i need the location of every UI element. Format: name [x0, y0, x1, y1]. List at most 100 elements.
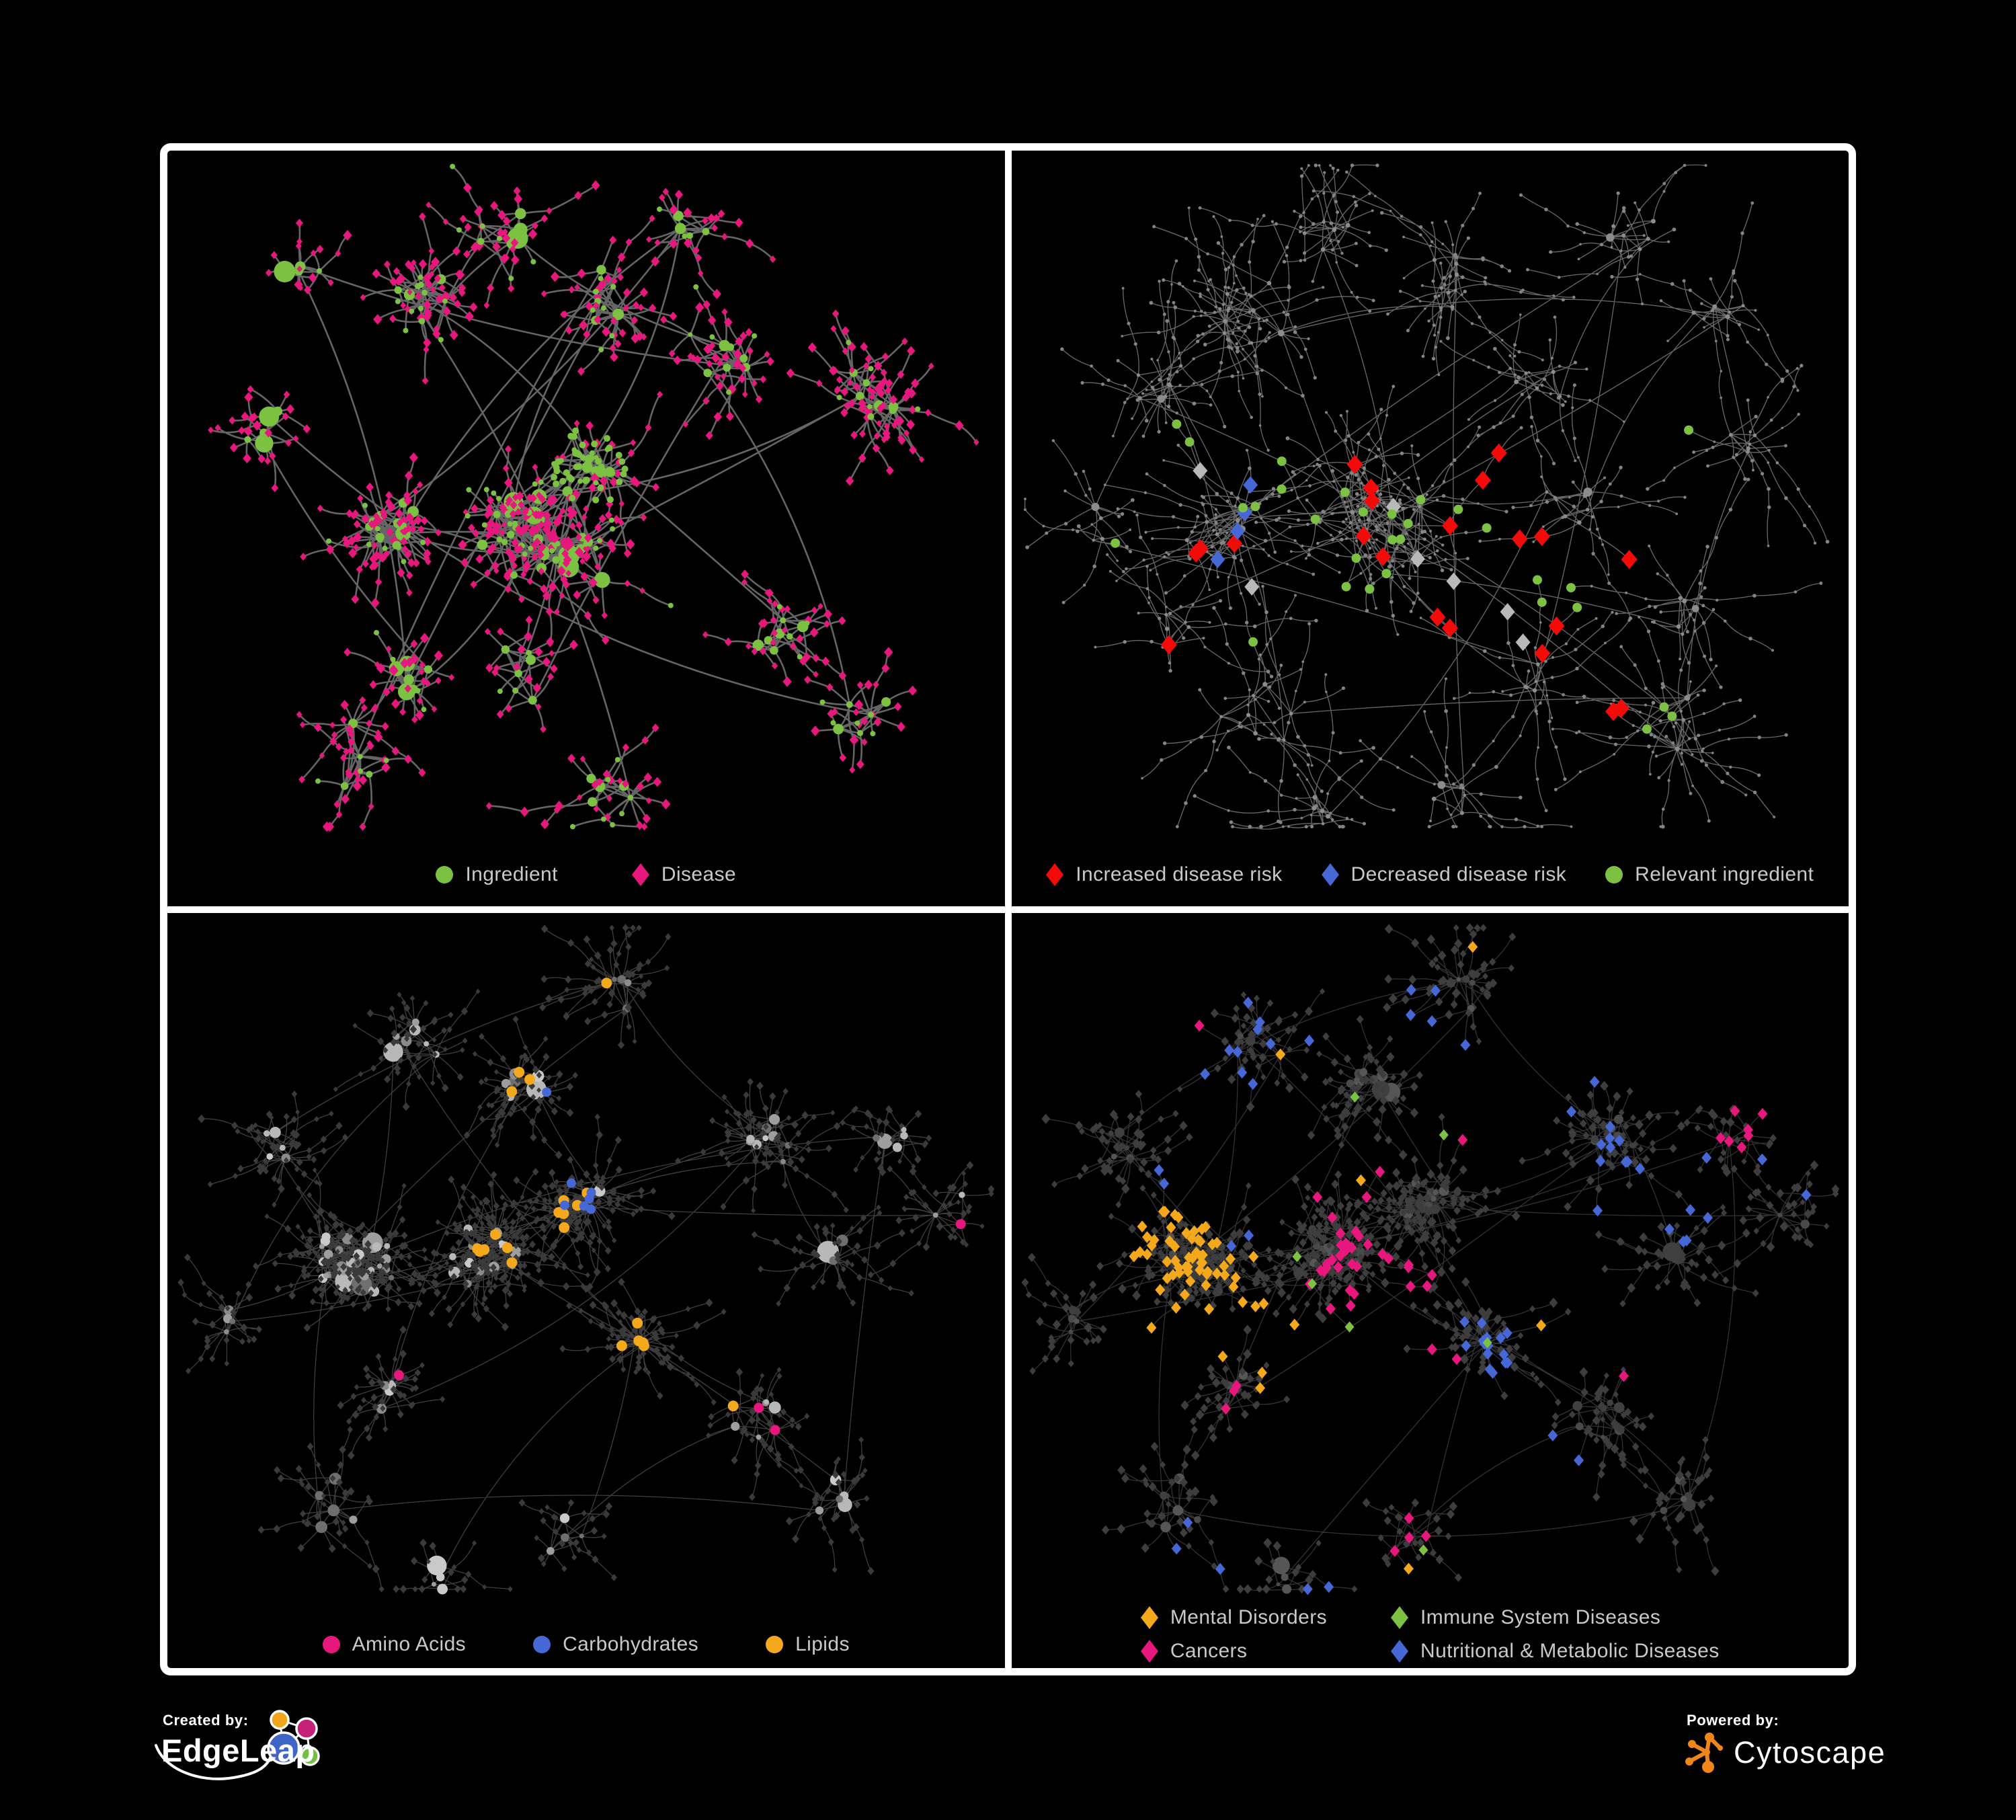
- network-node: [401, 526, 409, 536]
- network-node: [1241, 1251, 1250, 1261]
- network-node: [832, 1566, 838, 1573]
- highlight-node: [1230, 1271, 1241, 1283]
- network-node: [532, 463, 538, 471]
- network-node: [1159, 1460, 1166, 1468]
- highlight-node: [1683, 425, 1693, 435]
- network-node: [432, 329, 441, 339]
- highlight-node: [754, 1402, 764, 1413]
- network-node: [1332, 193, 1336, 196]
- network-node: [548, 1096, 555, 1105]
- highlight-node: [395, 545, 401, 551]
- network-node: [1213, 1064, 1221, 1072]
- network-node: [1235, 350, 1240, 354]
- network-node: [1248, 310, 1251, 314]
- highlight-node: [571, 447, 577, 453]
- network-node: [1427, 825, 1431, 829]
- network-node: [1329, 1101, 1336, 1109]
- highlight-node: [1566, 1105, 1576, 1117]
- network-node: [838, 671, 847, 680]
- network-node: [565, 569, 571, 577]
- network-node: [1374, 606, 1377, 610]
- network-node: [1207, 621, 1211, 624]
- network-node: [618, 1327, 624, 1335]
- network-node: [630, 439, 637, 446]
- network-node: [1748, 430, 1752, 434]
- network-node: [1353, 473, 1358, 477]
- network-node: [1586, 1090, 1595, 1099]
- network-node: [1810, 1160, 1818, 1171]
- highlight-node: [1532, 575, 1542, 585]
- network-node: [1174, 259, 1178, 263]
- network-node: [599, 475, 608, 486]
- network-node: [581, 990, 588, 996]
- network-node: [569, 639, 578, 650]
- network-node: [862, 362, 870, 370]
- network-node: [247, 385, 254, 393]
- network-node: [867, 1271, 874, 1278]
- network-node: [484, 628, 491, 635]
- network-node: [1388, 1503, 1394, 1511]
- network-node: [1701, 604, 1705, 608]
- network-node: [460, 1195, 466, 1201]
- highlight-node: [1244, 578, 1259, 596]
- network-node: [843, 1206, 849, 1213]
- network-node: [1355, 491, 1359, 496]
- network-node: [856, 681, 864, 689]
- network-node: [1227, 662, 1230, 665]
- network-node: [253, 1157, 259, 1164]
- network-node: [1369, 573, 1372, 576]
- network-node: [553, 1082, 558, 1088]
- network-node: [1239, 592, 1242, 595]
- network-node: [528, 229, 538, 239]
- network-node: [419, 1538, 428, 1547]
- network-node: [1726, 1117, 1734, 1127]
- network-node: [1276, 1015, 1282, 1023]
- network-node: [1410, 1081, 1418, 1091]
- network-node: [293, 1140, 300, 1148]
- network-node: [562, 559, 570, 568]
- network-node: [778, 1122, 784, 1130]
- network-node: [1239, 725, 1243, 729]
- network-node: [1439, 1181, 1445, 1188]
- network-node: [1258, 327, 1262, 331]
- network-node: [337, 1460, 344, 1469]
- network-node: [1685, 630, 1689, 634]
- network-node: [389, 314, 397, 323]
- network-node: [624, 978, 632, 986]
- network-node: [1349, 471, 1354, 475]
- network-node: [637, 1312, 645, 1321]
- network-node: [726, 343, 735, 351]
- network-node: [463, 249, 471, 259]
- network-node: [850, 1225, 854, 1231]
- network-node: [1532, 688, 1537, 693]
- network-node: [409, 452, 418, 463]
- network-node: [769, 1092, 776, 1101]
- network-node: [912, 1213, 920, 1222]
- network-node: [1286, 721, 1290, 725]
- network-node: [1123, 384, 1127, 387]
- network-node: [1766, 1241, 1775, 1252]
- network-node: [548, 581, 557, 592]
- network-node: [1823, 1222, 1829, 1230]
- highlight-node: [1403, 518, 1413, 528]
- network-node: [1620, 1411, 1627, 1419]
- network-node: [1281, 1573, 1289, 1581]
- network-node: [1676, 624, 1681, 629]
- network-node: [1024, 545, 1029, 549]
- highlight-node: [870, 731, 876, 737]
- network-node: [1363, 1214, 1370, 1222]
- network-node: [353, 520, 361, 528]
- network-node: [887, 1285, 893, 1291]
- network-node: [478, 1078, 485, 1085]
- network-node: [1703, 1470, 1710, 1479]
- highlight-node: [528, 545, 534, 551]
- network-node: [1539, 621, 1542, 624]
- network-node: [697, 270, 704, 277]
- network-node: [634, 1208, 639, 1214]
- network-node: [522, 514, 529, 522]
- network-node: [404, 754, 412, 764]
- network-node: [1207, 324, 1211, 328]
- network-node: [650, 1187, 657, 1195]
- network-node: [1646, 629, 1650, 633]
- network-node: [547, 672, 554, 681]
